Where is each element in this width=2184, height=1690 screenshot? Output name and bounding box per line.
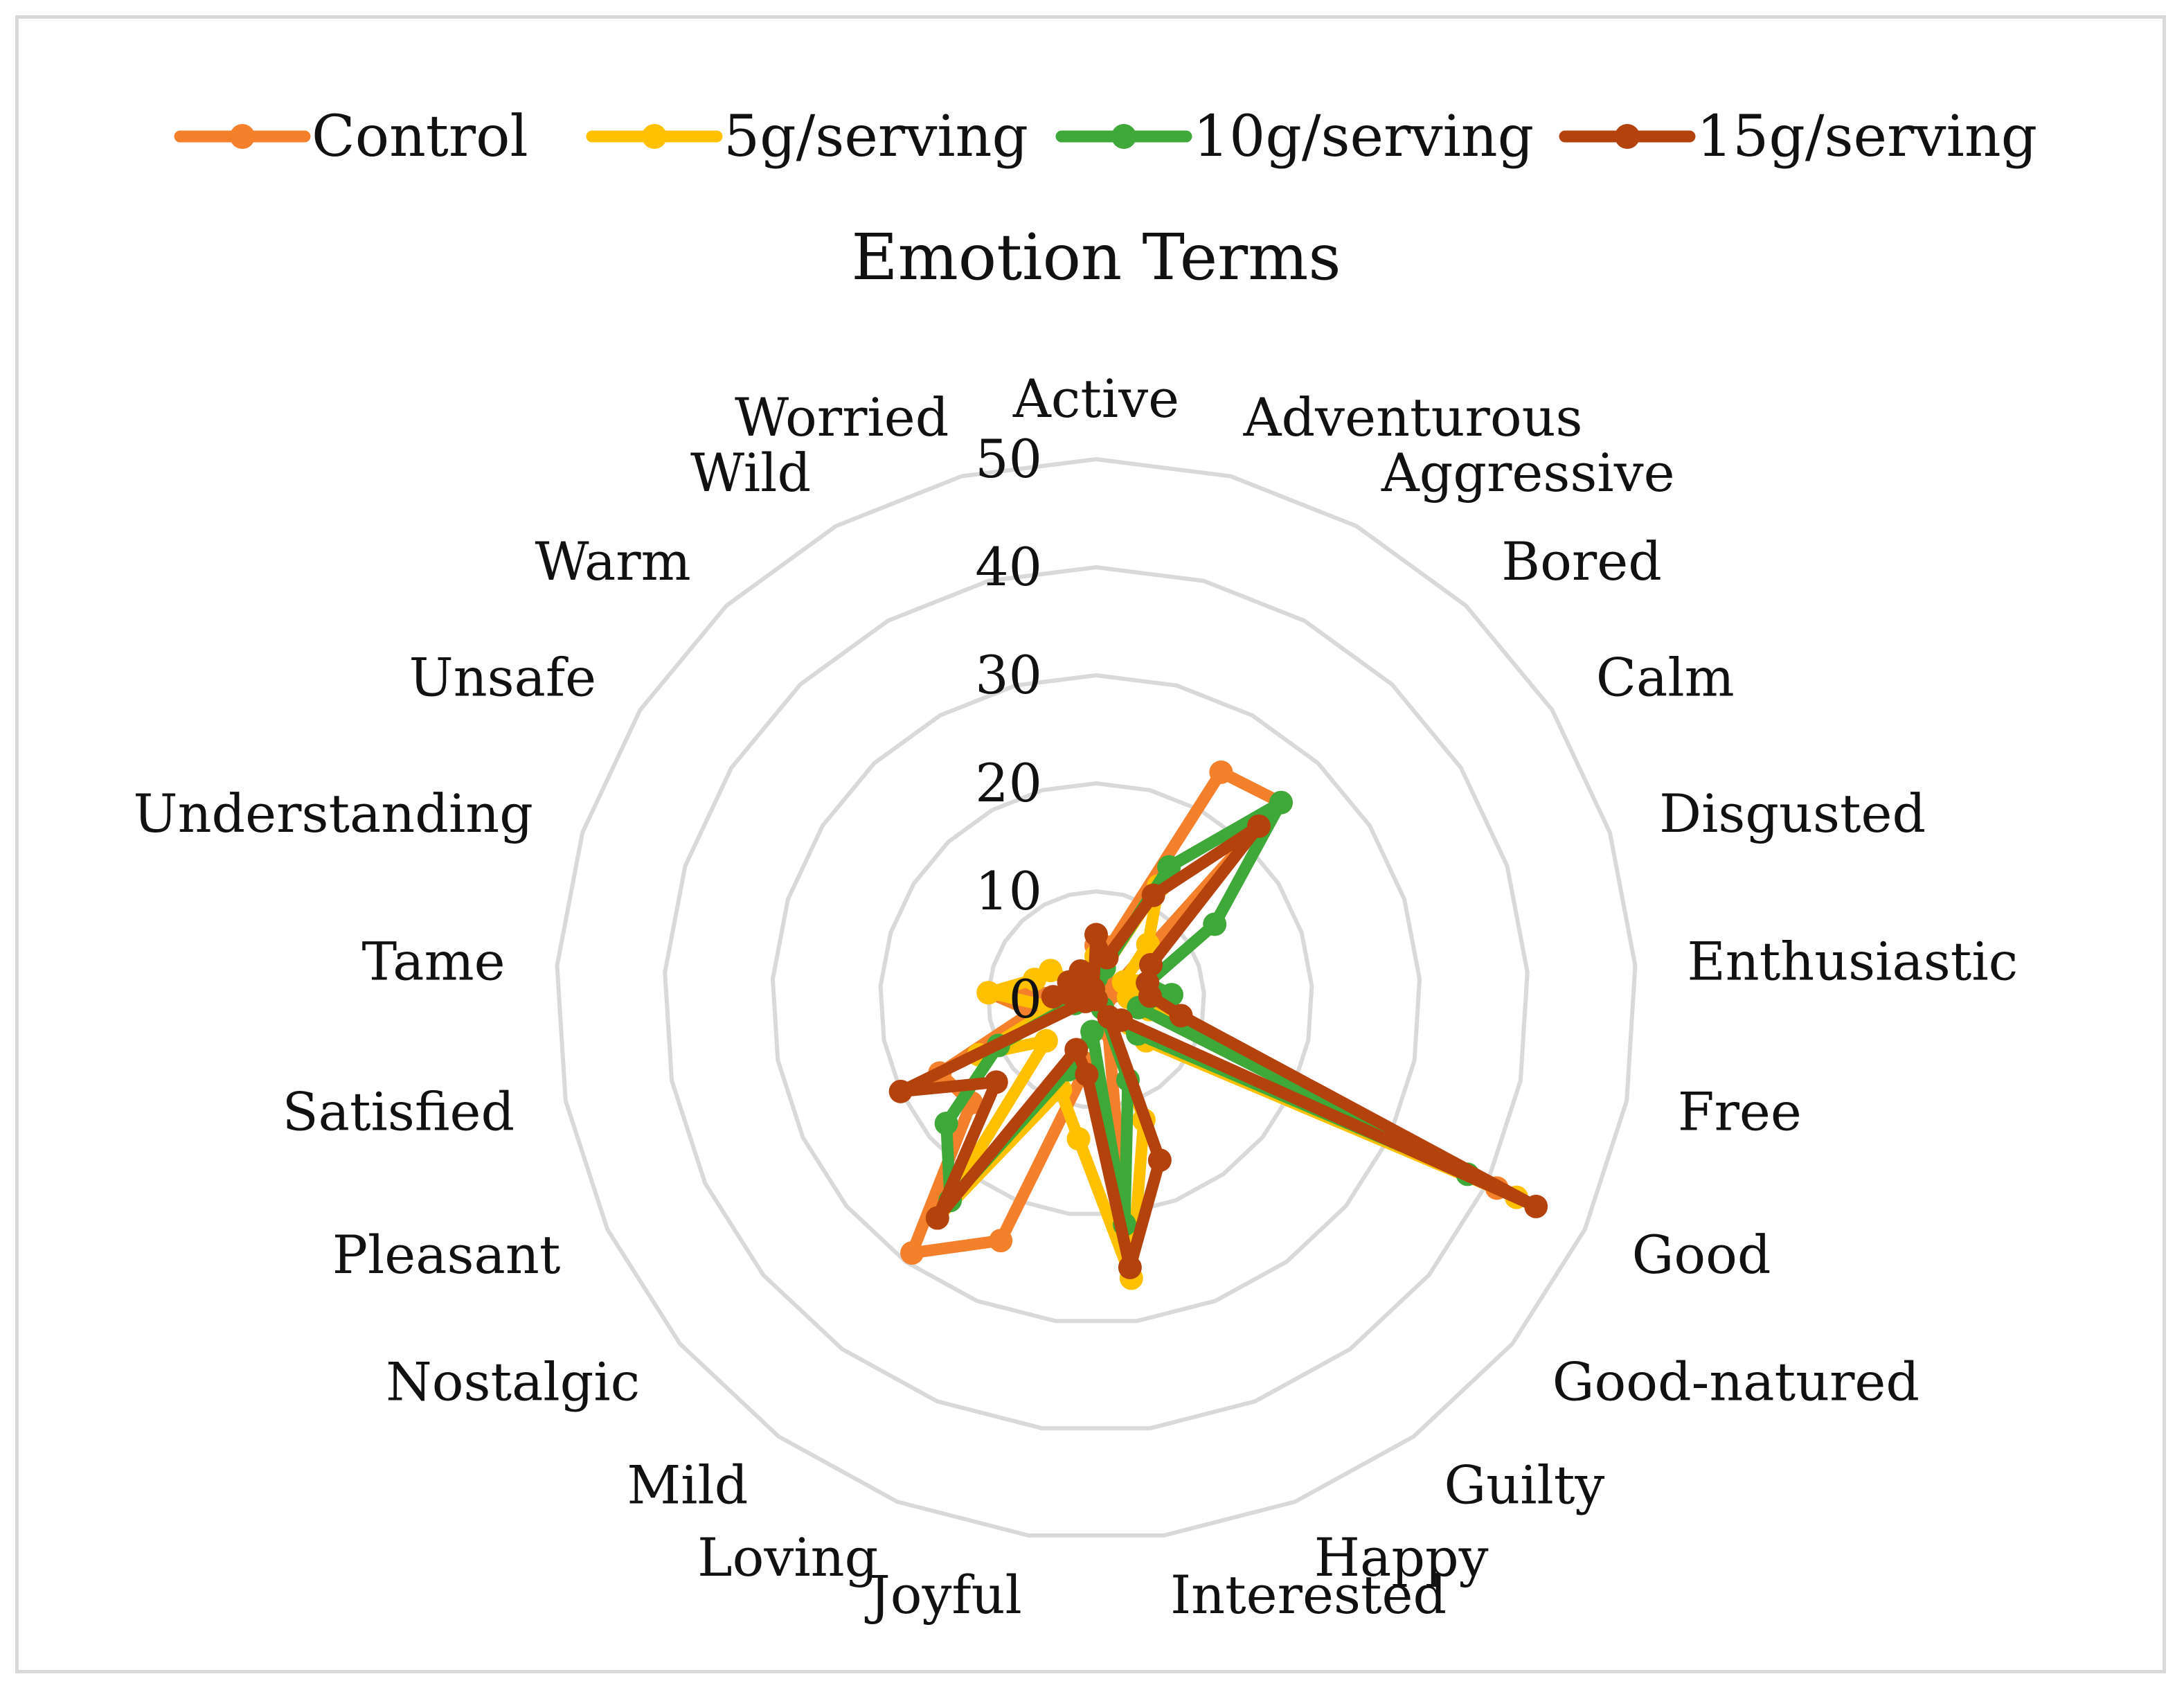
data-point-5g-serving-nostalgic xyxy=(1034,1029,1058,1053)
radial-tick-label: 0 xyxy=(1009,968,1042,1030)
data-point-15g-serving-guilty xyxy=(1097,1005,1121,1029)
legend-swatch-marker xyxy=(230,124,255,149)
data-point-control-loving xyxy=(989,1229,1013,1253)
data-point-15g-serving-aggressive xyxy=(1141,883,1165,907)
data-point-15g-serving-adventurous xyxy=(1095,945,1119,970)
legend-item-10g-serving: 10g/serving xyxy=(1055,104,1534,170)
grid-layer xyxy=(555,456,1638,1538)
category-label-pleasant: Pleasant xyxy=(332,1224,561,1286)
gridline-ring-20 xyxy=(878,781,1314,1216)
category-label-guilty: Guilty xyxy=(1444,1454,1605,1515)
data-point-5g-serving-joyful xyxy=(1066,1127,1091,1151)
legend-item-15g-serving: 15g/serving xyxy=(1559,104,2037,170)
data-point-15g-serving-tame xyxy=(1041,985,1065,1009)
legend-label: 10g/serving xyxy=(1193,104,1534,170)
category-label-nostalgic: Nostalgic xyxy=(386,1351,640,1413)
data-point-15g-serving-pleasant xyxy=(888,1079,913,1103)
legend: Control 5g/serving 10g/serving 15g/serving xyxy=(174,104,2037,170)
data-point-15g-serving-calm xyxy=(1139,952,1163,977)
legend-item-control: Control xyxy=(174,104,528,170)
data-point-15g-serving-interested xyxy=(1118,1255,1142,1279)
data-point-15g-serving-enthusiastic xyxy=(1138,984,1162,1008)
category-label-satisfied: Satisfied xyxy=(283,1080,515,1142)
data-point-10g-serving-calm xyxy=(1203,912,1227,936)
data-point-15g-serving-happy xyxy=(1147,1148,1172,1173)
category-label-calm: Calm xyxy=(1596,646,1735,708)
category-label-good: Good xyxy=(1632,1224,1771,1286)
legend-swatch-marker xyxy=(642,124,667,149)
category-label-good-natured: Good-natured xyxy=(1552,1351,1919,1413)
category-label-active: Active xyxy=(1012,368,1179,429)
series-15g-serving xyxy=(888,814,1548,1279)
category-label-unsafe: Unsafe xyxy=(409,646,596,708)
category-label-happy: Happy xyxy=(1314,1527,1489,1588)
data-point-control-aggressive xyxy=(1209,760,1233,784)
data-point-5g-serving-unsafe xyxy=(1039,959,1063,983)
data-point-15g-serving-free xyxy=(1169,1004,1193,1028)
radial-tick-label: 10 xyxy=(975,860,1042,922)
category-label-loving: Loving xyxy=(697,1527,878,1588)
data-point-5g-serving-bored xyxy=(1136,932,1160,957)
category-label-enthusiastic: Enthusiastic xyxy=(1687,931,2018,993)
data-point-10g-serving-nostalgic xyxy=(934,1111,958,1135)
category-label-interested: Interested xyxy=(1170,1564,1447,1626)
legend-item-5g-serving: 5g/serving xyxy=(586,104,1028,170)
category-label-tame: Tame xyxy=(362,931,505,993)
data-point-15g-serving-nostalgic xyxy=(984,1070,1008,1094)
legend-label: 15g/serving xyxy=(1697,104,2037,170)
category-label-joyful: Joyful xyxy=(864,1564,1022,1626)
category-label-disgusted: Disgusted xyxy=(1659,783,1926,844)
data-point-15g-serving-bored xyxy=(1246,814,1271,838)
gridline-ring-30 xyxy=(770,673,1422,1324)
data-point-5g-serving-tame xyxy=(976,981,1001,1005)
legend-swatch-marker xyxy=(1111,124,1136,149)
legend-label: 5g/serving xyxy=(724,104,1028,170)
category-label-adventurous: Adventurous xyxy=(1243,386,1583,448)
legend-swatch-marker xyxy=(1615,124,1640,149)
data-point-15g-serving-good xyxy=(1524,1194,1548,1218)
data-point-15g-serving-joyful xyxy=(1075,1062,1099,1087)
legend-label: Control xyxy=(312,104,528,170)
category-label-warm: Warm xyxy=(535,531,690,592)
radial-tick-label: 40 xyxy=(975,536,1042,598)
radial-tick-label: 50 xyxy=(975,428,1042,490)
chart-frame: 0 10 20 30 40 50 Active Adventurous Aggressive B… xyxy=(15,15,2166,1673)
category-label-bored: Bored xyxy=(1501,531,1662,592)
series-line-5g-serving xyxy=(931,880,1523,1284)
data-point-10g-serving-aggressive xyxy=(1157,855,1181,879)
radial-tick-labels: 0 10 20 30 40 50 xyxy=(975,428,1042,1030)
category-label-free: Free xyxy=(1678,1080,1802,1142)
series-5g-serving xyxy=(925,873,1528,1290)
series-layer xyxy=(888,760,1548,1290)
data-point-15g-serving-loving xyxy=(1064,1038,1089,1062)
chart-title: Emotion Terms xyxy=(851,220,1341,294)
data-point-10g-serving-bored xyxy=(1269,790,1293,815)
gridline-ring-50 xyxy=(555,456,1638,1538)
data-point-15g-serving-active xyxy=(1084,923,1108,947)
radial-tick-label: 30 xyxy=(975,644,1042,706)
category-label-mild: Mild xyxy=(627,1454,748,1515)
data-point-15g-serving-mild xyxy=(925,1206,949,1230)
category-label-wild: Wild xyxy=(690,442,811,504)
data-point-15g-serving-wild xyxy=(1068,959,1093,983)
data-point-15g-serving-worried xyxy=(1082,977,1106,1001)
gridline-ring-40 xyxy=(663,564,1530,1431)
data-point-10g-serving-joyful xyxy=(1080,1020,1104,1044)
radial-tick-label: 20 xyxy=(975,752,1042,814)
category-label-understanding: Understanding xyxy=(134,783,533,844)
category-label-aggressive: Aggressive xyxy=(1381,442,1675,504)
category-label-worried: Worried xyxy=(735,386,949,448)
data-point-control-mild xyxy=(900,1240,924,1265)
